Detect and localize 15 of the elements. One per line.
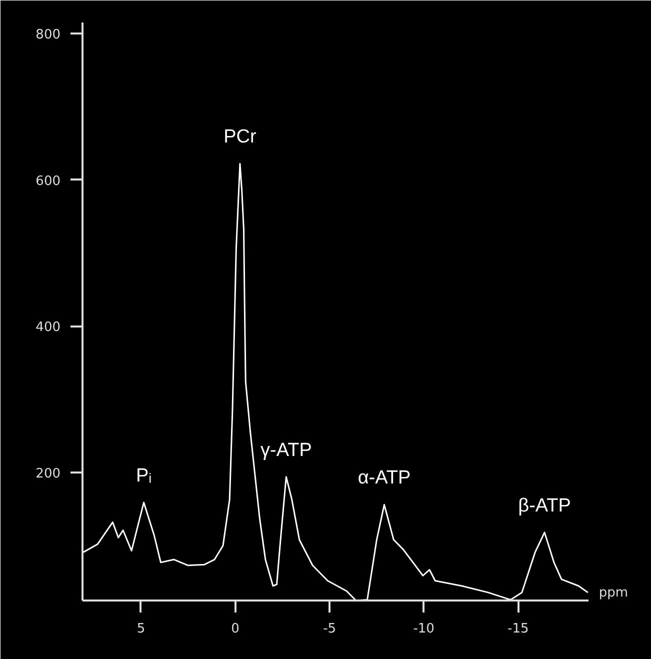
annotation: α-ATP [358,468,411,489]
y-tick-label: 800 [36,27,61,42]
x-tick-label: -15 [508,622,529,636]
annotation: β-ATP [518,495,571,516]
x-tick-label: -10 [413,622,434,636]
x-tick-label: 5 [136,622,146,636]
y-tick-label: 200 [36,466,61,482]
annotation: Pᵢ [136,465,152,486]
y-tick-label: 600 [36,174,61,189]
x-tick-label: -5 [323,622,336,636]
y-tick-label: 400 [36,320,61,336]
annotation: γ-ATP [260,440,312,461]
x-tick-label: 0 [231,622,240,636]
annotation: PCr [224,126,258,148]
x-axis-title: ppm [598,586,628,600]
